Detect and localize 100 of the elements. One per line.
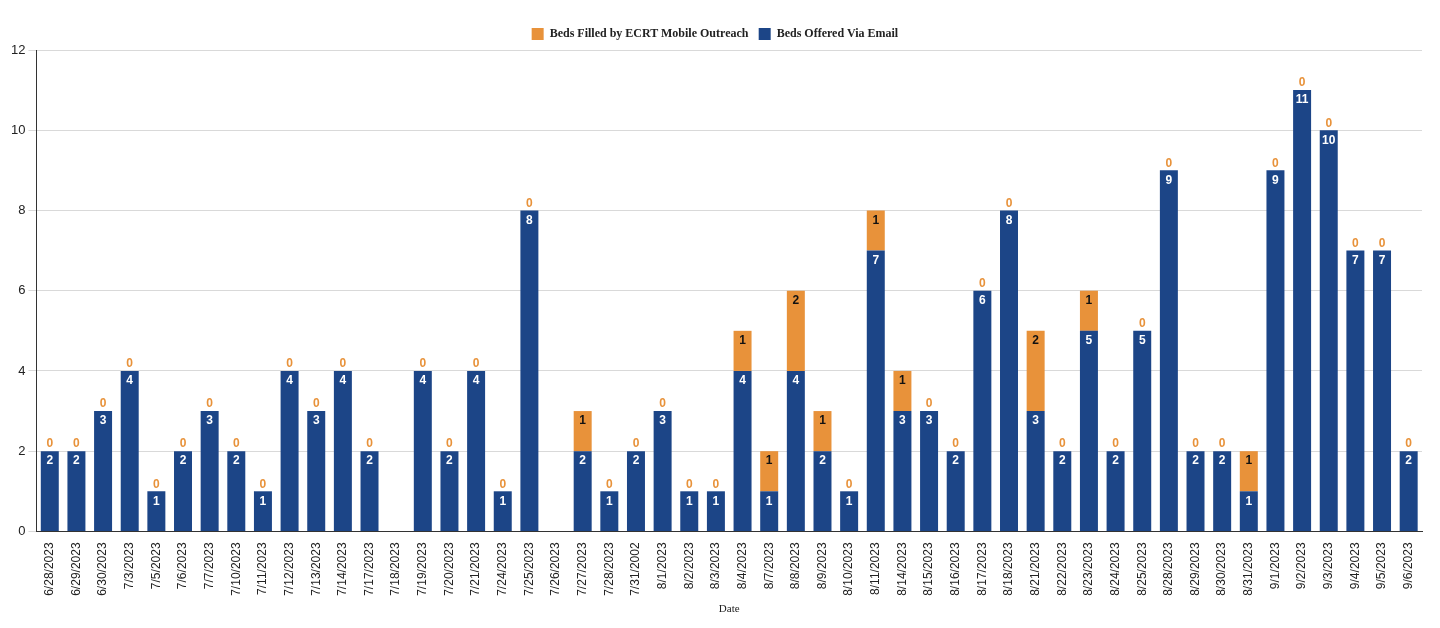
bar [600,491,619,531]
bar [200,411,219,531]
data-label: 8 [1005,212,1013,227]
data-label: 0 [526,195,534,210]
data-label: 1 [845,493,853,508]
bar [1053,451,1072,531]
bar [1159,170,1178,531]
bar [360,451,379,531]
y-tick-label: 8 [18,202,26,218]
data-label: 0 [712,476,720,491]
data-label: 2 [952,453,960,468]
data-label: 4 [339,373,347,388]
data-label: 0 [925,396,933,411]
data-label: 1 [499,493,507,508]
bar [973,290,992,531]
x-tick-label: 8/7/2023 [761,542,776,590]
x-tick-label: 8/16/2023 [948,542,963,596]
x-tick-label: 7/11/2023 [255,542,270,595]
x-tick-label: 9/4/2023 [1347,542,1362,590]
data-label: 1 [1245,453,1253,468]
bar [1000,210,1018,531]
data-label: 1 [872,212,880,227]
bar [1026,330,1045,412]
x-tick-label: 9/5/2023 [1374,542,1389,590]
bar [1026,411,1045,531]
bar [1133,330,1152,531]
data-label: 6 [979,293,987,308]
data-label: 3 [1032,413,1040,428]
bar [813,451,832,531]
data-label: 2 [73,453,81,468]
x-axis-title: Date [718,602,740,615]
data-label: 10 [1322,132,1336,147]
bar [120,370,139,531]
data-label: 0 [1192,436,1200,451]
x-tick-label: 7/14/2023 [335,542,350,596]
bar [253,491,272,531]
x-tick-label: 7/3/2023 [122,542,137,590]
data-label: 0 [1352,235,1360,250]
data-label: 0 [206,396,214,411]
data-label: 0 [685,476,693,491]
data-label: 1 [1245,493,1253,508]
bar [227,451,246,531]
x-tick-label: 6/29/2023 [68,542,83,596]
x-tick-label: 8/8/2023 [788,542,803,590]
x-tick-label: 8/31/2023 [1241,542,1256,596]
bar [1186,451,1205,531]
data-label: 0 [952,436,960,451]
bar [786,290,805,371]
x-tick-label: 8/17/2023 [974,542,989,596]
data-label: 3 [206,413,214,428]
bar [626,451,645,531]
x-tick-label: 7/6/2023 [175,542,190,590]
data-label: 0 [73,436,81,451]
bar [1239,451,1258,492]
x-tick-label: 8/18/2023 [1001,542,1016,596]
data-label: 11 [1295,92,1309,107]
data-label: 0 [605,476,613,491]
bar [733,370,752,531]
bar [1399,451,1418,531]
x-tick-label: 6/30/2023 [95,542,110,596]
bar [573,411,592,452]
data-label: 0 [366,436,374,451]
bar [67,451,86,531]
data-label: 1 [259,493,267,508]
data-label: 2 [1058,453,1066,468]
bar [573,451,592,531]
bar [893,411,912,531]
data-label: 0 [99,396,107,411]
x-tick-label: 8/11/2023 [868,542,883,595]
x-tick-label: 7/24/2023 [495,542,510,596]
x-tick-label: 8/15/2023 [921,542,936,596]
data-label: 0 [499,476,507,491]
data-label: 7 [872,252,880,267]
data-label: 1 [819,413,827,428]
data-label: 2 [1192,453,1200,468]
bar [1319,130,1338,531]
bar [840,491,859,531]
data-label: 0 [312,396,320,411]
data-label: 2 [446,453,454,468]
bar [440,451,459,531]
bar [94,411,113,531]
bar [1293,90,1312,531]
data-label: 0 [1165,155,1173,170]
data-label: 1 [739,333,747,348]
data-label: 4 [792,373,800,388]
data-label: 0 [659,396,667,411]
data-label: 0 [472,356,480,371]
bar [786,370,805,531]
data-label: 0 [446,436,454,451]
data-label: 7 [1352,252,1360,267]
data-label: 1 [765,453,773,468]
x-tick-label: 8/10/2023 [841,542,856,596]
data-label: 2 [232,453,240,468]
data-label: 0 [259,476,267,491]
data-label: 2 [1032,333,1040,348]
data-label: 3 [899,413,907,428]
data-label: 1 [1085,293,1093,308]
bar [467,370,486,531]
x-tick-label: 8/21/2023 [1027,542,1042,596]
x-tick-label: 9/3/2023 [1321,542,1336,590]
